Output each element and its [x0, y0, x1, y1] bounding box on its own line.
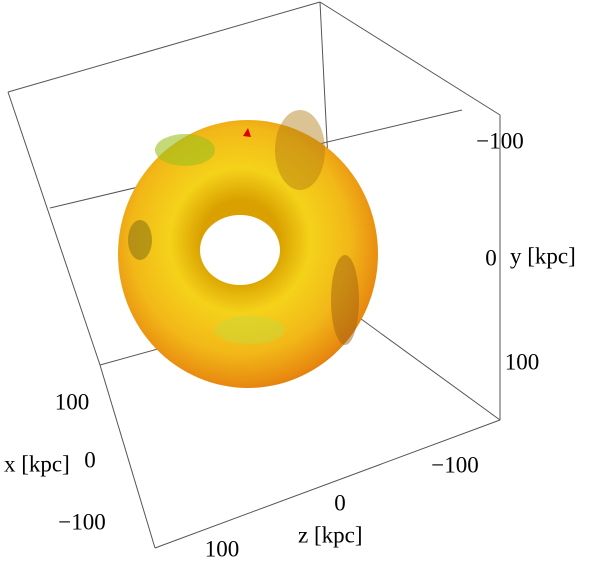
z-tick-label: 100 — [205, 536, 240, 561]
y-tick-label: 0 — [485, 245, 497, 270]
axis-labels: −100 0 100 y [kpc] 100 0 −100 x [kpc] −1… — [4, 128, 576, 561]
y-tick-label: −100 — [476, 128, 523, 153]
z-tick-label: −100 — [431, 452, 478, 477]
x-tick-label: −100 — [58, 509, 105, 534]
y-tick-label: 100 — [505, 349, 540, 374]
x-tick-label: 100 — [55, 389, 90, 414]
torus — [118, 110, 378, 388]
z-tick-label: 0 — [334, 490, 346, 515]
x-axis-label: x [kpc] — [4, 451, 70, 476]
x-tick-label: 0 — [84, 447, 96, 472]
y-axis-label: y [kpc] — [510, 243, 576, 268]
z-axis-label: z [kpc] — [298, 522, 363, 547]
